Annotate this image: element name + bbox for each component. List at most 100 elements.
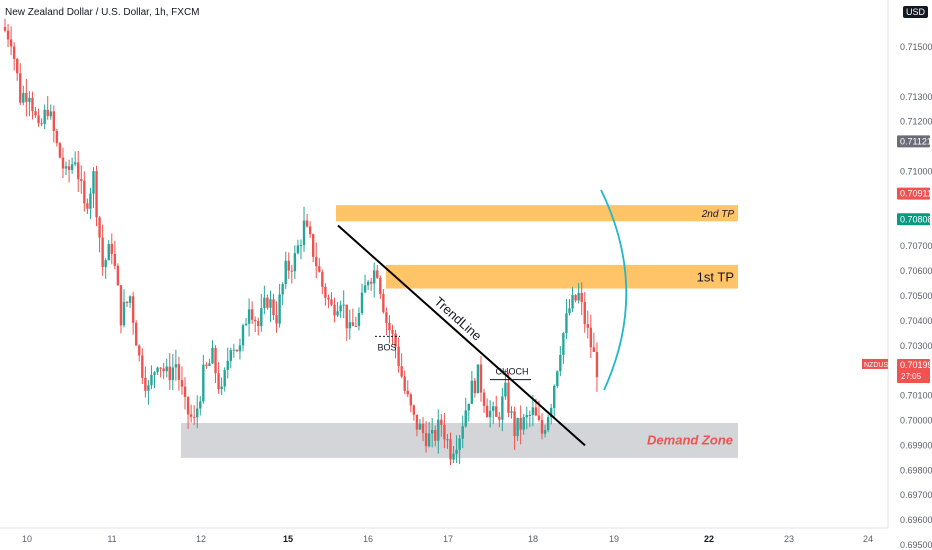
candle[interactable]: [147, 380, 150, 405]
candle[interactable]: [95, 165, 98, 227]
candle[interactable]: [409, 392, 413, 413]
candle[interactable]: [211, 340, 214, 364]
candle[interactable]: [446, 434, 449, 449]
candle[interactable]: [98, 216, 101, 253]
candle[interactable]: [452, 445, 455, 464]
price-tag[interactable]: [897, 213, 930, 226]
candle[interactable]: [202, 354, 205, 404]
candle[interactable]: [110, 233, 113, 265]
candle[interactable]: [492, 401, 495, 424]
currency-badge[interactable]: USD: [902, 6, 928, 18]
candle[interactable]: [473, 377, 477, 398]
candle[interactable]: [196, 395, 199, 429]
candle[interactable]: [168, 353, 171, 390]
candle[interactable]: [589, 314, 593, 359]
candle[interactable]: [67, 159, 71, 183]
candle[interactable]: [327, 294, 330, 309]
candle[interactable]: [394, 329, 397, 359]
candle[interactable]: [269, 290, 272, 323]
candle[interactable]: [476, 364, 480, 394]
candle[interactable]: [583, 292, 586, 333]
candle[interactable]: [287, 252, 290, 280]
candles-layer[interactable]: [3, 18, 599, 466]
candle[interactable]: [281, 282, 284, 306]
candle[interactable]: [595, 342, 599, 392]
candle[interactable]: [46, 95, 49, 120]
candle[interactable]: [80, 165, 83, 194]
candle[interactable]: [135, 320, 138, 346]
candle[interactable]: [131, 291, 135, 335]
candle[interactable]: [437, 409, 440, 454]
candle[interactable]: [495, 395, 498, 418]
candle[interactable]: [113, 240, 117, 270]
candle[interactable]: [171, 353, 175, 391]
price-axis[interactable]: 0.71500 0.71300 0.71200 0.71000 0.70700 0.706…: [862, 42, 932, 550]
candle[interactable]: [308, 221, 312, 238]
candle[interactable]: [244, 317, 248, 326]
candle[interactable]: [116, 263, 120, 286]
candle[interactable]: [141, 348, 144, 384]
candle[interactable]: [302, 206, 306, 252]
candle[interactable]: [293, 245, 297, 280]
candle[interactable]: [64, 161, 68, 176]
candle[interactable]: [369, 277, 373, 291]
price-tag[interactable]: [897, 135, 930, 148]
candle[interactable]: [315, 242, 318, 279]
candle[interactable]: [144, 366, 147, 398]
candle[interactable]: [43, 104, 46, 130]
candle[interactable]: [424, 421, 428, 453]
candle[interactable]: [479, 356, 483, 402]
candle[interactable]: [104, 258, 107, 279]
candle[interactable]: [363, 274, 367, 293]
candle[interactable]: [22, 85, 25, 106]
candle[interactable]: [403, 370, 406, 395]
candle[interactable]: [299, 239, 303, 260]
candle[interactable]: [501, 387, 504, 432]
candle[interactable]: [235, 349, 239, 353]
candle[interactable]: [522, 414, 525, 435]
candle[interactable]: [107, 240, 110, 261]
candle[interactable]: [34, 107, 37, 118]
candle[interactable]: [37, 108, 40, 127]
candle[interactable]: [525, 406, 528, 430]
candle[interactable]: [498, 411, 501, 428]
candle[interactable]: [226, 347, 229, 379]
candle[interactable]: [40, 118, 43, 127]
candle[interactable]: [183, 377, 187, 410]
candle[interactable]: [205, 362, 208, 369]
candle[interactable]: [180, 366, 184, 395]
candle[interactable]: [16, 57, 19, 81]
candle[interactable]: [516, 417, 519, 441]
candle[interactable]: [165, 358, 168, 378]
candle[interactable]: [528, 410, 532, 428]
candle[interactable]: [427, 421, 431, 448]
candle[interactable]: [321, 269, 324, 295]
candle[interactable]: [296, 239, 300, 255]
candle[interactable]: [192, 405, 196, 425]
candle[interactable]: [324, 283, 327, 306]
candle[interactable]: [345, 304, 348, 341]
candle[interactable]: [150, 365, 153, 390]
last-price-tag[interactable]: [897, 358, 930, 383]
candle[interactable]: [556, 370, 559, 389]
candle[interactable]: [574, 294, 577, 303]
candle[interactable]: [9, 26, 13, 56]
candle[interactable]: [61, 147, 65, 179]
candle[interactable]: [70, 157, 74, 174]
candle[interactable]: [342, 290, 345, 319]
candle[interactable]: [6, 23, 10, 48]
candle[interactable]: [592, 332, 596, 353]
projection-arc[interactable]: [600, 189, 628, 391]
candle[interactable]: [339, 300, 342, 318]
candle[interactable]: [223, 367, 226, 392]
candle[interactable]: [238, 338, 242, 360]
candle[interactable]: [119, 284, 123, 334]
zone-2nd-tp[interactable]: [336, 205, 738, 222]
candle[interactable]: [510, 406, 513, 419]
candle[interactable]: [214, 345, 217, 384]
candle[interactable]: [83, 171, 86, 212]
candle[interactable]: [485, 398, 489, 418]
candle[interactable]: [391, 324, 394, 345]
candle[interactable]: [25, 78, 28, 117]
candle[interactable]: [266, 294, 269, 310]
